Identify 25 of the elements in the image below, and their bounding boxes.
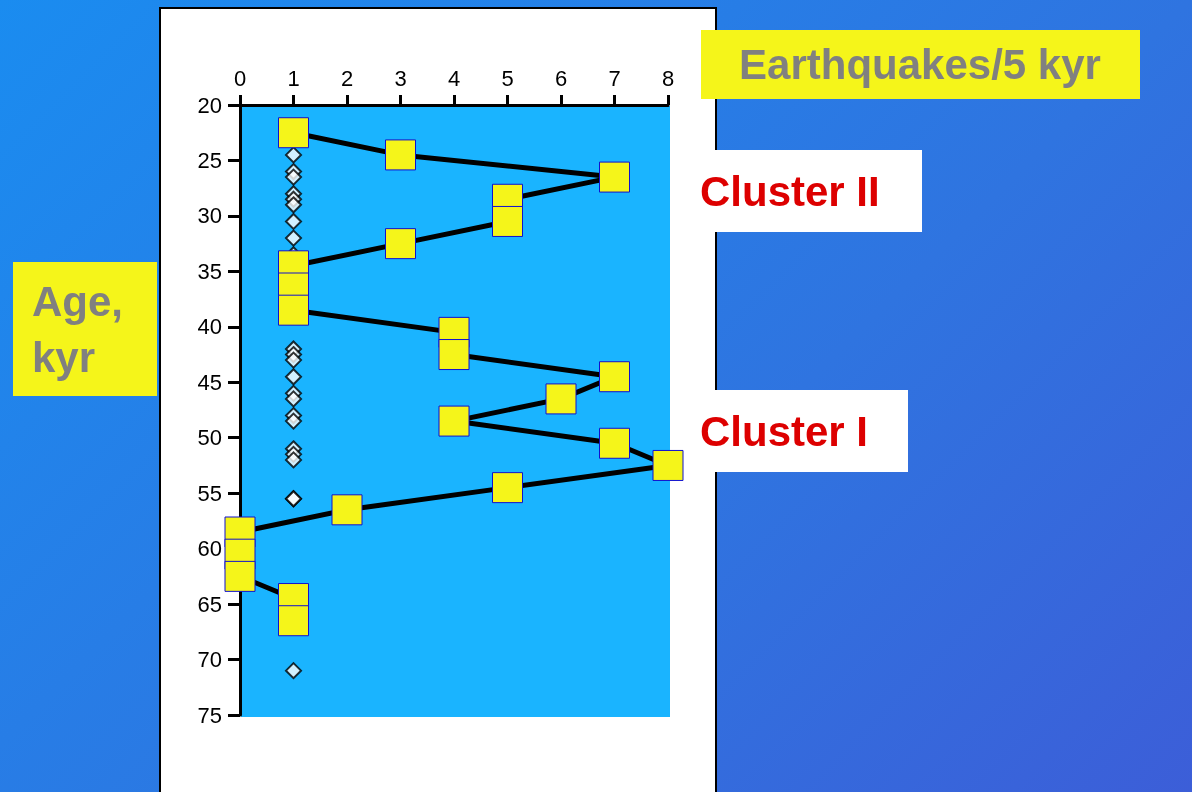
y-tick-label: 25 <box>197 147 222 173</box>
x-tick-label: 5 <box>501 65 514 91</box>
y-tick-label: 40 <box>197 314 222 340</box>
text: Cluster I <box>700 407 869 455</box>
y-axis-title: Age, kyr <box>32 277 124 381</box>
x-tick-label: 2 <box>340 65 354 91</box>
y-tick-label: 55 <box>197 480 222 506</box>
x-tick-label: 3 <box>394 65 407 91</box>
x-tick-label: 6 <box>554 65 568 91</box>
x-tick-label: 1 <box>287 65 300 91</box>
y-tick-label: 50 <box>197 425 222 451</box>
y-tick-label: 75 <box>197 702 222 728</box>
y-tick-label: 35 <box>197 258 222 284</box>
y-tick-label: 65 <box>197 591 222 617</box>
x-axis-title: Earthquakes/5 kyr <box>739 40 1101 88</box>
x-tick-label: 0 <box>233 65 247 91</box>
x-tick-label: 4 <box>447 65 461 91</box>
y-tick-label: 45 <box>197 369 222 395</box>
y-tick-label: 20 <box>197 92 222 118</box>
x-tick-label: 8 <box>661 65 675 91</box>
y-tick-label: 30 <box>197 203 222 229</box>
y-tick-label: 70 <box>197 647 222 673</box>
text: Cluster II <box>700 167 880 215</box>
x-tick-label: 7 <box>608 65 621 91</box>
y-tick-label: 60 <box>197 536 222 562</box>
